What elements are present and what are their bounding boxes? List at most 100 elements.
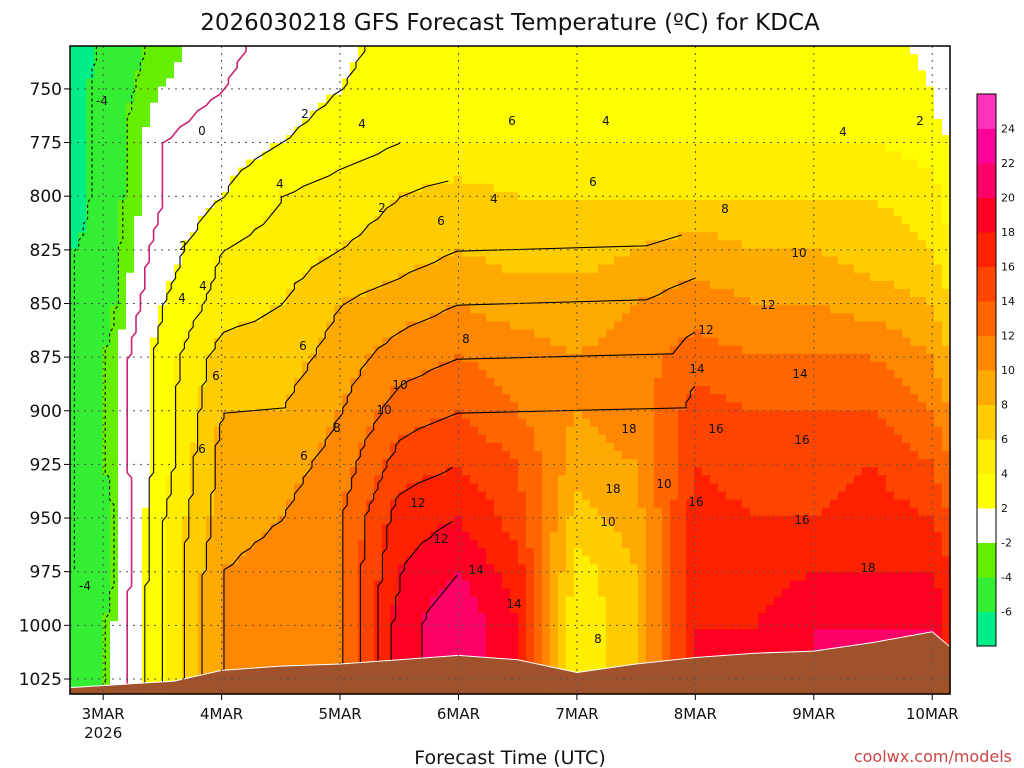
temperature-cell	[382, 94, 391, 104]
temperature-cell	[70, 604, 79, 614]
temperature-cell	[502, 272, 511, 282]
temperature-cell	[302, 564, 311, 574]
temperature-cell	[286, 426, 295, 436]
temperature-cell	[558, 451, 567, 460]
temperature-cell	[502, 135, 511, 144]
temperature-cell	[398, 394, 407, 403]
temperature-cell	[278, 370, 287, 379]
temperature-cell	[558, 345, 567, 355]
temperature-cell	[310, 353, 319, 363]
temperature-cell	[502, 297, 511, 306]
temperature-cell	[422, 135, 431, 144]
temperature-cell	[174, 532, 183, 541]
temperature-cell	[326, 143, 335, 152]
temperature-cell	[294, 305, 303, 314]
temperature-cell	[566, 313, 575, 322]
temperature-cell	[78, 467, 87, 476]
temperature-cell	[110, 637, 119, 646]
temperature-cell	[174, 410, 183, 420]
temperature-cell	[494, 272, 503, 282]
temperature-cell	[126, 621, 135, 630]
temperature-cell	[382, 588, 391, 598]
temperature-cell	[350, 232, 359, 241]
temperature-cell	[502, 102, 511, 112]
temperature-cell	[422, 86, 431, 96]
temperature-cell	[342, 289, 351, 298]
temperature-cell	[302, 345, 311, 355]
temperature-cell	[206, 78, 215, 88]
temperature-cell	[238, 434, 247, 444]
temperature-cell	[470, 264, 479, 274]
temperature-cell	[550, 540, 559, 549]
temperature-cell	[190, 394, 199, 403]
temperature-cell	[110, 370, 119, 379]
temperature-cell	[406, 442, 415, 452]
temperature-cell	[342, 588, 351, 598]
temperature-cell	[398, 264, 407, 274]
temperature-cell	[318, 127, 327, 136]
temperature-cell	[206, 451, 215, 460]
temperature-cell	[510, 86, 519, 96]
temperature-cell	[470, 499, 479, 509]
temperature-cell	[174, 588, 183, 598]
temperature-cell	[446, 191, 455, 201]
temperature-cell	[150, 613, 159, 622]
temperature-cell	[182, 588, 191, 598]
temperature-cell	[110, 305, 119, 314]
temperature-cell	[302, 483, 311, 493]
temperature-cell	[166, 653, 175, 663]
temperature-cell	[94, 588, 103, 598]
temperature-cell	[318, 167, 327, 177]
temperature-cell	[326, 410, 335, 420]
temperature-cell	[286, 621, 295, 630]
temperature-cell	[510, 653, 519, 663]
temperature-cell	[478, 46, 487, 55]
temperature-cell	[422, 507, 431, 517]
temperature-cell	[430, 345, 439, 355]
temperature-cell	[134, 483, 143, 493]
temperature-cell	[318, 208, 327, 217]
temperature-cell	[286, 46, 295, 55]
temperature-cell	[486, 54, 495, 63]
temperature-cell	[294, 410, 303, 420]
temperature-cell	[110, 378, 119, 387]
temperature-cell	[518, 240, 527, 250]
temperature-cell	[150, 540, 159, 549]
temperature-cell	[118, 151, 127, 160]
temperature-cell	[318, 402, 327, 412]
temperature-cell	[398, 418, 407, 428]
temperature-cell	[190, 264, 199, 274]
temperature-cell	[206, 94, 215, 104]
temperature-cell	[318, 532, 327, 541]
temperature-cell	[390, 442, 399, 452]
temperature-cell	[174, 175, 183, 185]
temperature-cell	[502, 378, 511, 387]
temperature-cell	[550, 459, 559, 468]
temperature-cell	[166, 337, 175, 347]
temperature-cell	[238, 426, 247, 436]
temperature-cell	[390, 143, 399, 152]
temperature-cell	[518, 94, 527, 104]
temperature-cell	[430, 459, 439, 468]
temperature-cell	[190, 159, 199, 169]
temperature-cell	[462, 548, 471, 557]
temperature-cell	[150, 78, 159, 88]
temperature-cell	[190, 337, 199, 347]
temperature-cell	[126, 564, 135, 574]
temperature-cell	[366, 175, 375, 185]
temperature-cell	[286, 604, 295, 614]
temperature-cell	[334, 86, 343, 96]
temperature-cell	[342, 459, 351, 468]
temperature-cell	[430, 240, 439, 250]
temperature-cell	[142, 183, 151, 193]
temperature-cell	[390, 515, 399, 525]
temperature-cell	[110, 540, 119, 549]
temperature-cell	[374, 410, 383, 420]
temperature-cell	[526, 483, 535, 493]
temperature-cell	[86, 580, 95, 590]
temperature-cell	[398, 370, 407, 379]
temperature-cell	[462, 248, 471, 258]
temperature-cell	[502, 604, 511, 614]
temperature-cell	[358, 483, 367, 493]
temperature-cell	[94, 410, 103, 420]
